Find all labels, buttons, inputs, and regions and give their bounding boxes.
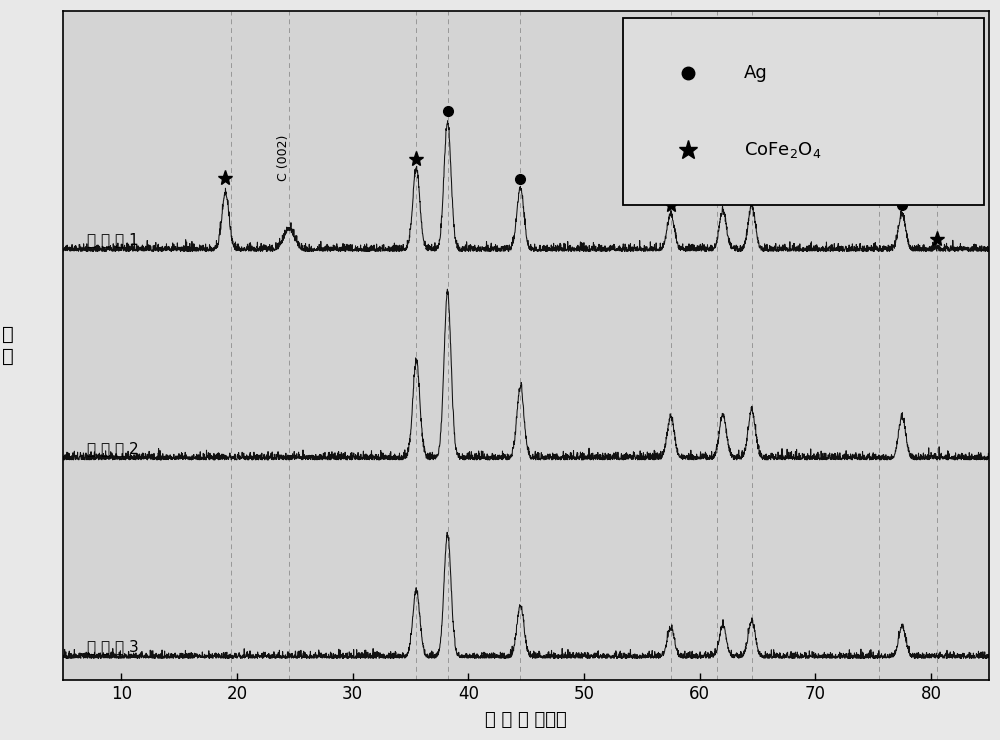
Text: 强
度: 强 度: [2, 325, 14, 366]
Text: C (002): C (002): [277, 135, 290, 181]
FancyBboxPatch shape: [623, 18, 984, 205]
Text: 实 施 例 3: 实 施 例 3: [87, 639, 138, 654]
Text: 实 施 例 1: 实 施 例 1: [87, 232, 138, 248]
Text: Ag: Ag: [744, 64, 767, 82]
Text: CoFe$_2$O$_4$: CoFe$_2$O$_4$: [744, 140, 821, 160]
Text: 实 施 例 2: 实 施 例 2: [87, 441, 138, 456]
X-axis label: 衍 射 角 （度）: 衍 射 角 （度）: [485, 711, 567, 729]
